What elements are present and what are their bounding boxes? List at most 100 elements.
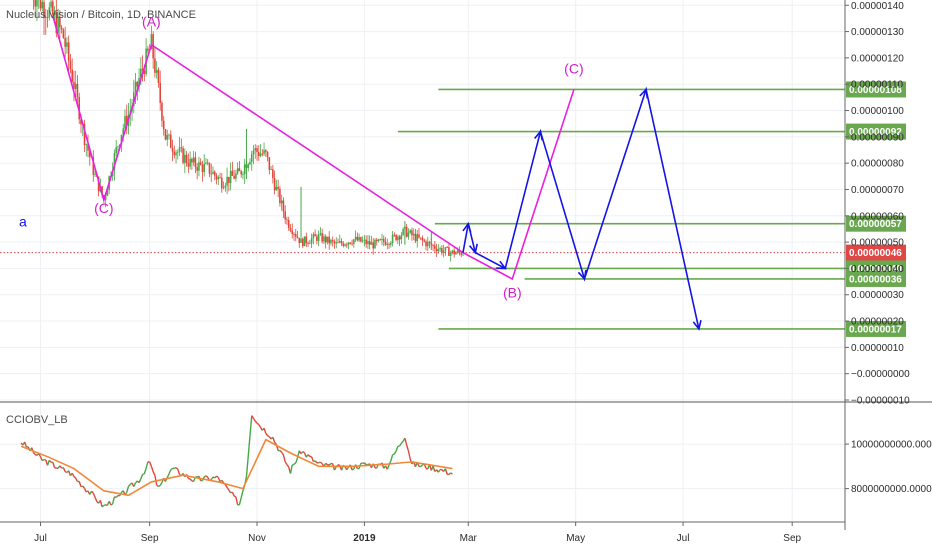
candle-body [239, 168, 241, 171]
candle-body [188, 163, 190, 166]
candle-body [272, 169, 274, 178]
obv-segment [273, 437, 275, 442]
obv-segment [104, 505, 106, 506]
candle-body [429, 242, 431, 243]
candle-body [156, 70, 158, 73]
obv-segment [290, 465, 292, 473]
obv-segment [239, 498, 241, 505]
candle-body [269, 157, 271, 170]
obv-segment [352, 469, 354, 470]
candle-body [281, 200, 283, 203]
candle-body [432, 245, 434, 246]
candle-body [34, 0, 36, 6]
obv-segment [280, 451, 282, 453]
obv-segment [33, 453, 35, 455]
candle-body [68, 42, 70, 60]
candle-body [212, 172, 214, 174]
candle-body [40, 0, 42, 8]
obv-segment [451, 473, 453, 474]
obv-segment [320, 462, 322, 464]
candle-body [293, 234, 295, 235]
candle-body [381, 239, 383, 240]
price-tick-label: 0.00000100 [851, 106, 904, 117]
candle-body [383, 239, 385, 242]
obv-segment [394, 451, 396, 454]
candle-body [159, 83, 161, 103]
grid-layer [0, 0, 845, 522]
candle-body [337, 242, 339, 243]
obv-segment [93, 493, 95, 497]
obv-segment [176, 468, 178, 469]
candle-body [274, 178, 276, 190]
candle-body [402, 229, 404, 235]
candle-body [316, 236, 318, 241]
indicator-title: CCIOBV_LB [6, 414, 68, 426]
obv-segment [229, 490, 231, 493]
obv-segment [445, 469, 447, 475]
obv-segment [303, 452, 305, 453]
candle-body [36, 0, 38, 6]
obv-segment [158, 485, 160, 486]
obv-segment [211, 477, 213, 480]
obv-segment [83, 486, 85, 488]
obv-segment [396, 446, 398, 451]
obv-segment [25, 442, 27, 447]
obv-segment [217, 476, 219, 478]
wave-label: (C) [564, 61, 583, 77]
candle-body [290, 228, 292, 231]
obv-segment [42, 460, 44, 461]
candle-body [450, 252, 452, 255]
price-tick-label: −0.00000010 [851, 396, 910, 407]
candle-body [137, 82, 139, 87]
obv-segment [146, 462, 148, 469]
candle-body [258, 152, 260, 156]
candle-body [216, 176, 218, 180]
candle-body [244, 164, 246, 174]
obv-segment [312, 457, 314, 462]
candle-body [226, 177, 228, 186]
candle-body [328, 237, 330, 244]
obv-segment [100, 500, 102, 506]
candle-body [448, 247, 450, 256]
candle-body [265, 150, 267, 152]
obv-segment [266, 433, 268, 435]
price-tick-label: 0.00000120 [851, 53, 904, 64]
candle-body [50, 2, 52, 8]
price-tick-label: 0.00000040 [851, 264, 904, 275]
wave-label: (A) [142, 13, 161, 29]
obv-segment [287, 465, 289, 467]
candle-body [306, 236, 308, 243]
candle-body [270, 169, 272, 170]
candle-body [166, 135, 168, 140]
time-tick-label: Sep [141, 533, 159, 544]
obv-segment [449, 473, 451, 475]
obv-segment [232, 492, 234, 496]
candle-body [401, 235, 403, 239]
obv-segment [116, 495, 118, 497]
price-tick-label: −0.00000000 [851, 369, 910, 380]
candle-body [297, 237, 299, 238]
candle-body [77, 84, 79, 97]
candle-body [413, 234, 415, 235]
obv-segment [129, 485, 131, 487]
candle-body [196, 167, 198, 171]
candle-body [186, 155, 188, 163]
candle-body [181, 147, 183, 148]
time-tick-label: Mar [460, 533, 478, 544]
candle-body [228, 177, 230, 183]
obv-segment [63, 468, 65, 472]
candle-body [193, 157, 195, 162]
candle-body [200, 162, 202, 164]
candle-body [172, 148, 174, 152]
candle-body [61, 27, 63, 29]
candle-body [251, 154, 253, 162]
obv-segment [188, 478, 190, 479]
price-tick-label: 0.00000050 [851, 238, 904, 249]
candle-body [225, 186, 227, 188]
candle-body [288, 220, 290, 228]
level-label: 0.00000036 [849, 274, 902, 285]
obv-segment [206, 476, 208, 477]
candle-body [462, 255, 464, 256]
candle-body [165, 129, 167, 139]
